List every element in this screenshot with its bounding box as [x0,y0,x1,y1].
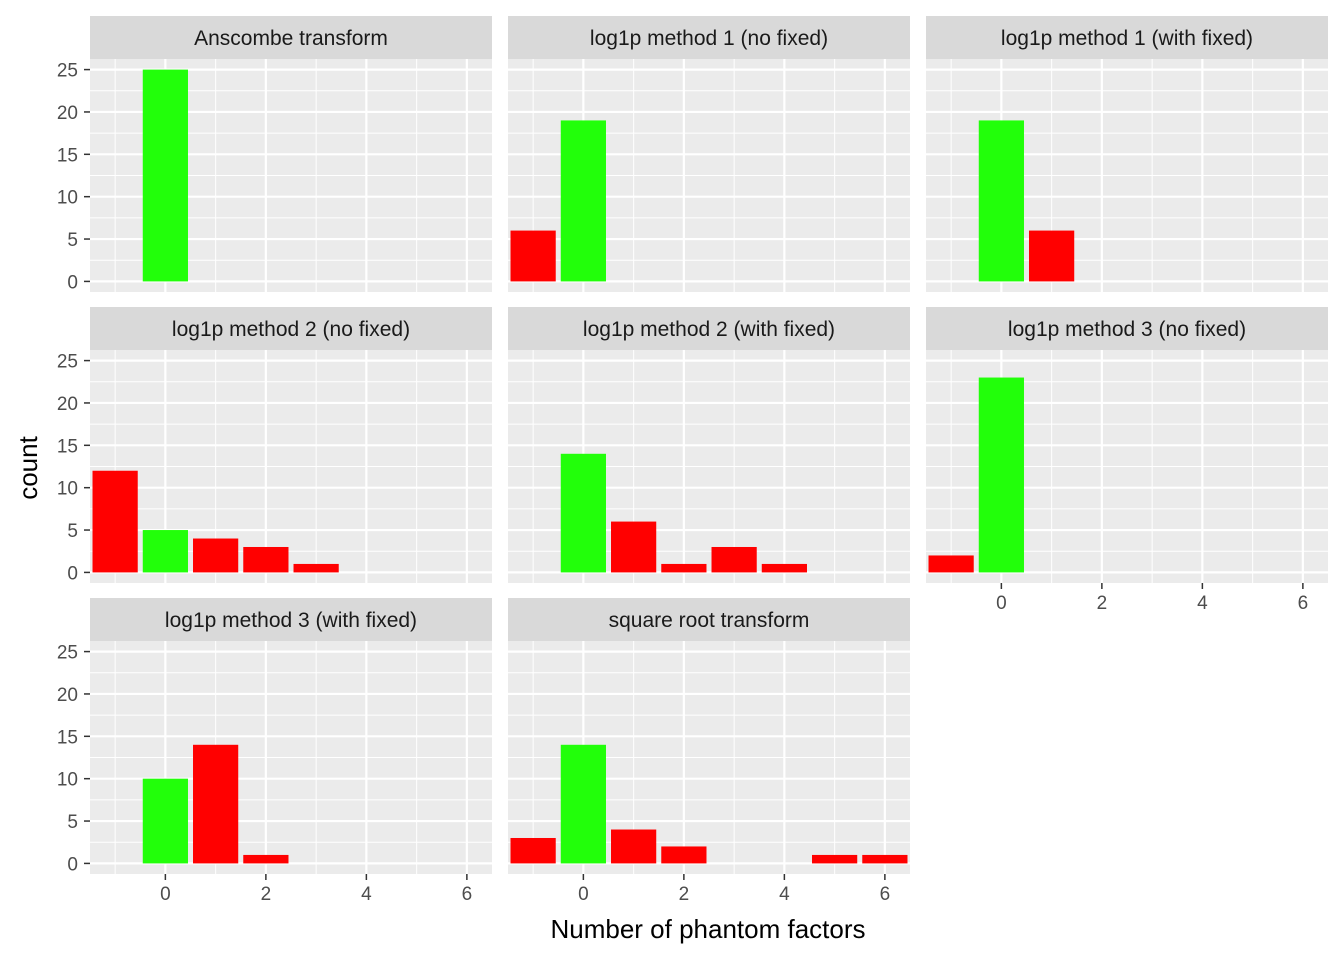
facet-panel: log1p method 3 (no fixed) 0 2 4 6 [926,307,1328,614]
bar [510,837,556,864]
facet-title: Anscombe transform [194,27,388,50]
bar [761,563,807,573]
y-tick-label: 15 [57,145,78,166]
x-axis-title: Number of phantom factors [550,914,865,944]
facet-strip [926,307,1328,350]
facet-strip [508,598,910,641]
x-tick-label: 6 [462,884,473,905]
bar [92,470,138,573]
x-tick-label: 0 [996,593,1007,614]
y-tick-label: 0 [67,563,78,584]
bar [142,778,188,864]
facet-panel: log1p method 1 (with fixed) [926,16,1328,292]
facet-panel: square root transform 0 2 4 6 [508,598,910,905]
y-tick-label: 20 [57,394,78,415]
facet-strip [90,307,492,350]
bar [560,744,606,864]
bar [661,846,707,864]
bar [243,546,289,573]
bar [611,521,657,573]
y-tick-label: 10 [57,479,78,500]
bar [611,829,657,864]
y-tick-label: 10 [57,770,78,791]
facet-title: square root transform [609,609,810,632]
y-tick-label: 10 [57,188,78,209]
x-tick-label: 2 [679,884,690,905]
x-tick-label: 0 [578,884,589,905]
facet-panel: Anscombe transform 0 5 10 15 20 25 [57,16,492,293]
y-tick-label: 15 [57,727,78,748]
y-tick-label: 25 [57,643,78,664]
x-tick-label: 0 [160,884,171,905]
y-tick-label: 20 [57,103,78,124]
x-tick-label: 2 [1097,593,1108,614]
y-tick-label: 0 [67,272,78,293]
bar [193,744,239,864]
bar [193,538,239,573]
x-tick-label: 4 [779,884,790,905]
bar [142,530,188,573]
x-tick-label: 2 [261,884,272,905]
bar [1029,230,1075,282]
facet-panel: log1p method 1 (no fixed) [508,16,910,292]
y-tick-label: 5 [67,521,78,542]
x-tick-label: 6 [880,884,891,905]
facet-title: log1p method 1 (no fixed) [590,27,828,50]
bar [510,230,556,282]
facet-strip [90,16,492,59]
bar [862,854,908,864]
x-tick-label: 4 [1197,593,1208,614]
bar [560,120,606,282]
facet-strip [926,16,1328,59]
y-tick-label: 0 [67,854,78,875]
facet-strip [90,598,492,641]
bar [978,377,1024,573]
bar [711,546,757,573]
bar [978,120,1024,282]
facet-strip [508,16,910,59]
bar [293,563,339,573]
bar [661,563,707,573]
y-axis-title: count [13,435,43,499]
bar [812,854,858,864]
facet-strip [508,307,910,350]
facet-panel: log1p method 2 (no fixed) 0 5 10 15 20 25 [57,307,492,584]
y-tick-label: 15 [57,436,78,457]
bar [243,854,289,864]
y-tick-label: 20 [57,685,78,706]
facet-panel: log1p method 3 (with fixed) 0 5 10 15 20 25 0 2 4… [57,598,492,905]
facet-title: log1p method 2 (with fixed) [583,318,835,341]
facet-title: log1p method 2 (no fixed) [172,318,410,341]
facet-title: log1p method 3 (with fixed) [165,609,417,632]
x-tick-label: 4 [361,884,372,905]
facet-title: log1p method 1 (with fixed) [1001,27,1253,50]
y-tick-label: 5 [67,812,78,833]
y-tick-label: 25 [57,352,78,373]
y-tick-label: 5 [67,230,78,251]
bar [928,555,974,573]
x-tick-label: 6 [1298,593,1309,614]
facet-panel: log1p method 2 (with fixed) [508,307,910,583]
y-tick-label: 25 [57,61,78,82]
bar [142,69,188,282]
facet-title: log1p method 3 (no fixed) [1008,318,1246,341]
bar [560,453,606,573]
